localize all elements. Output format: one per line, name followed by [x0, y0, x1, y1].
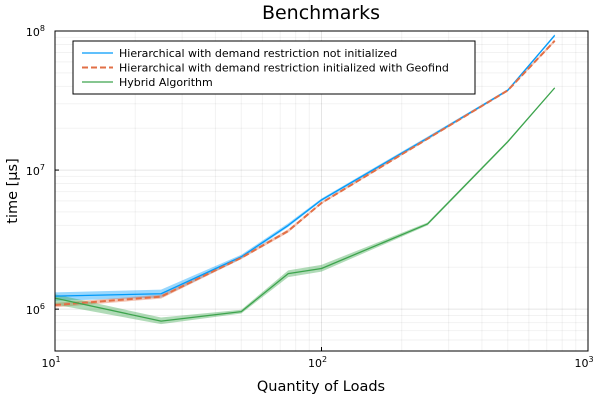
legend: Hierarchical with demand restriction not… — [72, 40, 476, 95]
series-3-line — [54, 87, 556, 322]
legend-label-1: Hierarchical with demand restriction not… — [119, 47, 397, 60]
y-axis-title: time [μs] — [5, 158, 21, 223]
chart-title: Benchmarks — [262, 2, 380, 24]
legend-box — [72, 40, 476, 95]
series-lines — [54, 34, 556, 322]
legend-label-3: Hybrid Algorithm — [119, 76, 213, 89]
series-2-line — [54, 40, 556, 307]
legend-label-2: Hierarchical with demand restriction ini… — [119, 62, 449, 75]
x-axis-title: Quantity of Loads — [257, 379, 385, 395]
